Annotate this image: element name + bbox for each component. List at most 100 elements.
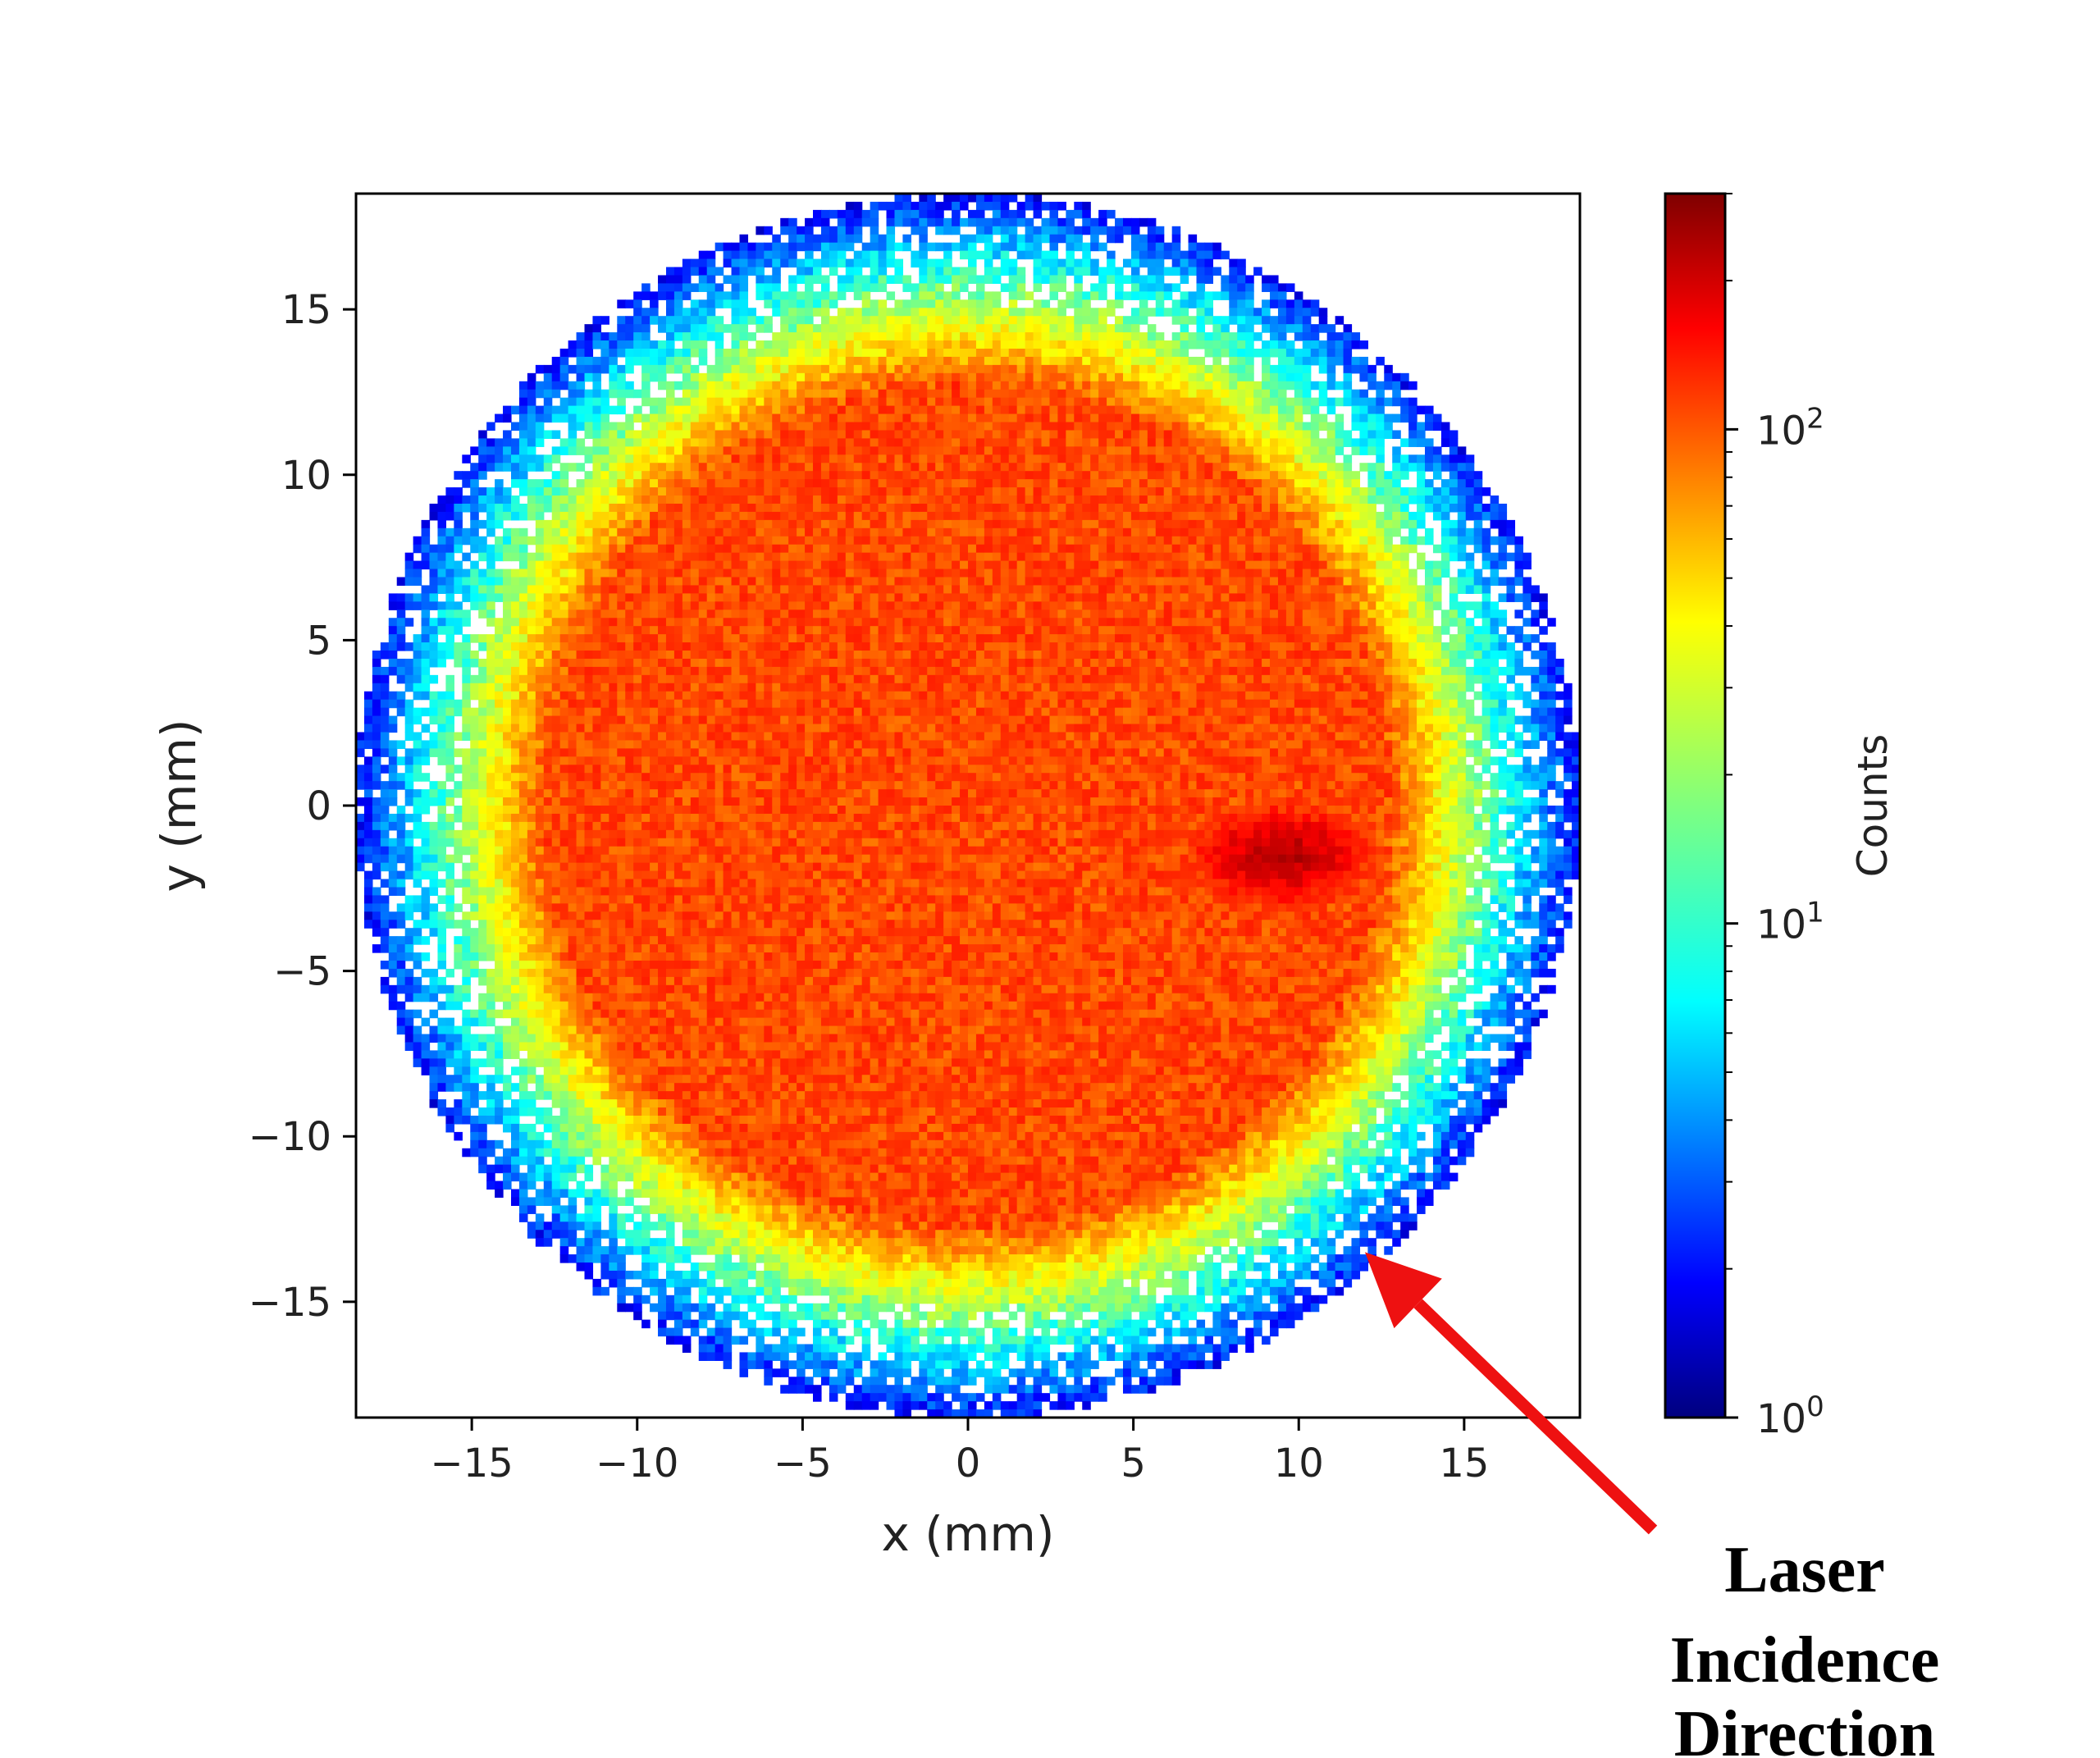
- heatmap-cell: [739, 715, 749, 725]
- heatmap-cell: [568, 1091, 578, 1100]
- heatmap-cell: [625, 1270, 634, 1280]
- heatmap-cell: [739, 234, 749, 244]
- heatmap-cell: [698, 1263, 708, 1272]
- heatmap-cell: [739, 732, 749, 742]
- heatmap-cell: [665, 1278, 675, 1288]
- heatmap-cell: [600, 332, 609, 341]
- heatmap-cell: [470, 446, 479, 455]
- heatmap-cell: [731, 1131, 741, 1141]
- heatmap-cell: [421, 773, 431, 782]
- heatmap-cell: [462, 1025, 471, 1035]
- heatmap-cell: [363, 920, 373, 929]
- heatmap-cell: [486, 838, 495, 847]
- heatmap-cell: [682, 634, 692, 643]
- heatmap-cell: [690, 789, 700, 798]
- heatmap-cell: [429, 1058, 439, 1067]
- heatmap-cell: [633, 487, 642, 496]
- heatmap-cell: [641, 593, 651, 602]
- heatmap-cell: [535, 707, 545, 717]
- heatmap-cell: [478, 821, 487, 831]
- heatmap-cell: [478, 430, 487, 439]
- heatmap-cell: [747, 829, 756, 839]
- heatmap-cell: [682, 887, 692, 897]
- heatmap-cell: [673, 552, 683, 562]
- heatmap-cell: [486, 691, 495, 701]
- heatmap-cell: [486, 854, 495, 864]
- heatmap-cell: [723, 1180, 733, 1190]
- heatmap-cell: [535, 487, 545, 496]
- heatmap-cell: [665, 316, 675, 325]
- heatmap-cell: [780, 242, 789, 252]
- heatmap-cell: [600, 364, 609, 374]
- heatmap-cell: [714, 372, 724, 382]
- heatmap-cell: [690, 993, 700, 1002]
- heatmap-cell: [756, 1180, 765, 1190]
- heatmap-cell: [617, 854, 626, 864]
- heatmap-cell: [600, 903, 609, 912]
- heatmap-cell: [690, 340, 700, 349]
- heatmap-cell: [413, 984, 422, 994]
- heatmap-cell: [650, 1107, 659, 1116]
- heatmap-cell: [429, 928, 439, 937]
- heatmap-cell: [731, 568, 741, 578]
- heatmap-cell: [535, 1042, 545, 1051]
- heatmap-cell: [714, 740, 724, 749]
- heatmap-cell: [682, 568, 692, 578]
- heatmap-cell: [706, 381, 716, 390]
- heatmap-cell: [372, 748, 381, 757]
- heatmap-cell: [609, 797, 618, 806]
- heatmap-cell: [454, 813, 463, 823]
- heatmap-cell: [510, 903, 520, 912]
- heatmap-cell: [518, 1156, 528, 1166]
- heatmap-cell: [609, 438, 618, 447]
- heatmap-cell: [510, 748, 520, 757]
- heatmap-cell: [592, 1107, 601, 1116]
- heatmap-cell: [665, 895, 675, 904]
- heatmap-cell: [543, 984, 553, 994]
- heatmap-cell: [641, 1017, 651, 1027]
- heatmap-cell: [673, 984, 683, 994]
- heatmap-cell: [380, 765, 390, 774]
- heatmap-cell: [673, 527, 683, 537]
- heatmap-cell: [429, 870, 439, 880]
- heatmap-cell: [665, 1180, 675, 1190]
- heatmap-cell: [682, 765, 692, 774]
- heatmap-cell: [756, 936, 765, 945]
- heatmap-cell: [592, 618, 601, 627]
- heatmap-cell: [706, 1042, 716, 1051]
- heatmap-cell: [739, 651, 749, 660]
- heatmap-cell: [617, 952, 626, 961]
- heatmap-cell: [665, 397, 675, 407]
- heatmap-cell: [568, 1083, 578, 1092]
- heatmap-cell: [609, 544, 618, 554]
- heatmap-cell: [756, 944, 765, 953]
- heatmap-cell: [772, 568, 781, 578]
- heatmap-cell: [600, 610, 609, 619]
- heatmap-cell: [641, 674, 651, 684]
- heatmap-cell: [698, 756, 708, 765]
- heatmap-cell: [690, 895, 700, 904]
- heatmap-cell: [682, 471, 692, 480]
- heatmap-cell: [478, 699, 487, 709]
- heatmap-cell: [454, 618, 463, 627]
- heatmap-cell: [584, 1131, 594, 1141]
- heatmap-cell: [682, 1197, 692, 1206]
- heatmap-cell: [747, 642, 756, 651]
- heatmap-cell: [731, 1230, 741, 1239]
- heatmap-cell: [756, 324, 765, 333]
- heatmap-cell: [633, 446, 642, 455]
- heatmap-cell: [723, 870, 733, 880]
- heatmap-cell: [665, 928, 675, 937]
- heatmap-cell: [772, 1034, 781, 1043]
- heatmap-cell: [658, 1303, 667, 1313]
- heatmap-cell: [658, 1213, 667, 1222]
- heatmap-cell: [698, 258, 708, 268]
- heatmap-cell: [454, 707, 463, 717]
- heatmap-cell: [690, 634, 700, 643]
- heatmap-cell: [478, 1009, 487, 1019]
- heatmap-cell: [543, 487, 553, 496]
- heatmap-cell: [633, 920, 642, 929]
- heatmap-cell: [731, 806, 741, 815]
- heatmap-cell: [535, 1221, 545, 1231]
- heatmap-cell: [780, 593, 789, 602]
